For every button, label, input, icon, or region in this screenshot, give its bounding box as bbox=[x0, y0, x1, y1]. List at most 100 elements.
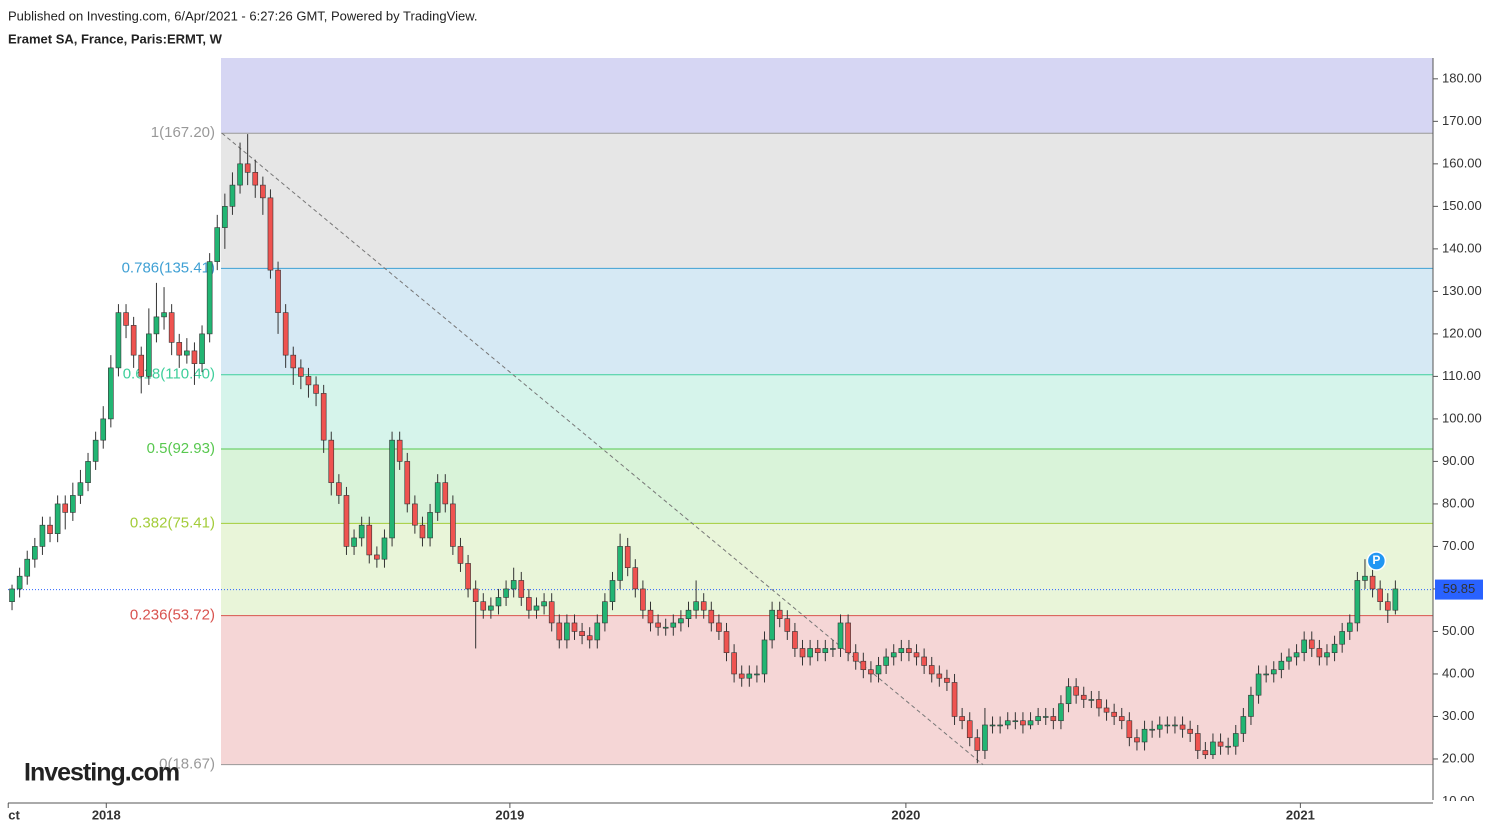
candle-body bbox=[39, 524, 46, 547]
candle-body bbox=[1126, 720, 1133, 739]
y-tick-label: 150.00 bbox=[1442, 198, 1482, 213]
y-tick-label: 120.00 bbox=[1442, 325, 1482, 340]
candle-body bbox=[115, 312, 122, 369]
candle-body bbox=[214, 227, 221, 262]
candle-body bbox=[518, 580, 525, 598]
candle-body bbox=[1118, 716, 1125, 722]
candle-body bbox=[1339, 631, 1345, 645]
candle-body bbox=[396, 439, 403, 462]
candle-body bbox=[586, 635, 593, 641]
candle-body bbox=[1308, 639, 1315, 649]
candle-body bbox=[1012, 720, 1019, 723]
fib-label: 0.786(135.41) bbox=[122, 259, 215, 276]
candle-body bbox=[191, 350, 198, 364]
fib-trend-line bbox=[221, 132, 984, 766]
candle-body bbox=[1354, 580, 1361, 624]
y-tick-label: 80.00 bbox=[1442, 495, 1475, 510]
candle-body bbox=[47, 524, 53, 534]
candle-body bbox=[921, 656, 927, 666]
candle-body bbox=[609, 580, 616, 602]
fib-band bbox=[221, 374, 1433, 449]
candle-body bbox=[244, 163, 251, 173]
candle-body bbox=[1096, 699, 1102, 709]
candle-body bbox=[928, 665, 935, 675]
candle-body bbox=[1369, 575, 1376, 590]
candle-body bbox=[761, 639, 768, 675]
candle-body bbox=[716, 622, 722, 632]
candle-body bbox=[24, 558, 31, 577]
candle-body bbox=[890, 652, 897, 658]
candle-body bbox=[1020, 720, 1026, 726]
candle-body bbox=[602, 601, 608, 624]
x-tick-label: ct bbox=[8, 807, 20, 822]
candle-body bbox=[685, 609, 692, 619]
candle-body bbox=[290, 354, 297, 369]
candle-body bbox=[678, 618, 684, 624]
candle-body bbox=[868, 669, 874, 675]
candle-body bbox=[1362, 575, 1368, 581]
candle-body bbox=[746, 673, 753, 679]
fib-label: 0.5(92.93) bbox=[147, 440, 215, 457]
fib-label: 0(18.67) bbox=[159, 756, 215, 773]
candle-body bbox=[830, 648, 836, 650]
candle-body bbox=[427, 512, 433, 539]
candle-body bbox=[442, 482, 449, 505]
candle-body bbox=[571, 622, 578, 632]
candle-body bbox=[62, 503, 69, 513]
y-tick-label: 40.00 bbox=[1442, 665, 1475, 680]
candle-body bbox=[776, 609, 783, 619]
candle-body bbox=[541, 601, 547, 607]
candle-body bbox=[237, 163, 243, 186]
last-price-label: 59.85 bbox=[1443, 581, 1476, 596]
candle-body bbox=[792, 631, 798, 649]
y-tick-label: 160.00 bbox=[1442, 155, 1482, 170]
candle-body bbox=[1225, 745, 1231, 748]
candle-body bbox=[754, 673, 760, 676]
candle-body bbox=[693, 601, 699, 611]
candle-body bbox=[450, 503, 456, 547]
candle-body bbox=[92, 439, 99, 462]
candle-body bbox=[374, 554, 380, 560]
candle-body bbox=[495, 597, 502, 607]
candle-body bbox=[32, 546, 38, 560]
candle-body bbox=[108, 367, 114, 420]
candle-body bbox=[731, 652, 737, 675]
x-axis-bg bbox=[0, 801, 1498, 831]
y-tick-label: 170.00 bbox=[1442, 113, 1482, 128]
y-tick-label: 100.00 bbox=[1442, 410, 1482, 425]
candle-body bbox=[1278, 660, 1285, 671]
fib-band bbox=[221, 523, 1433, 616]
candle-body bbox=[85, 461, 91, 483]
y-axis-bg bbox=[1433, 58, 1498, 800]
candle-body bbox=[54, 503, 61, 534]
candle-body bbox=[1027, 720, 1034, 726]
candle-body bbox=[640, 588, 646, 611]
candle-body bbox=[1263, 673, 1269, 676]
candle-body bbox=[503, 588, 509, 598]
candle-body bbox=[1058, 703, 1064, 722]
y-tick-label: 20.00 bbox=[1442, 750, 1475, 765]
candle-body bbox=[564, 622, 570, 641]
candle-body bbox=[617, 546, 623, 581]
candle-body bbox=[913, 652, 920, 658]
candle-body bbox=[1324, 652, 1330, 658]
candle-body bbox=[343, 495, 350, 547]
candle-body bbox=[1255, 673, 1262, 696]
candle-body bbox=[875, 665, 882, 675]
badge-label: P bbox=[1372, 553, 1380, 567]
candle-body bbox=[298, 367, 304, 377]
candle-body bbox=[1042, 716, 1049, 718]
candle-body bbox=[533, 605, 540, 611]
candle-body bbox=[358, 524, 365, 539]
candle-body bbox=[769, 609, 775, 641]
candle-body bbox=[123, 312, 129, 326]
candle-body bbox=[837, 622, 844, 649]
candle-body bbox=[1316, 648, 1323, 658]
last-price-box bbox=[1435, 579, 1483, 600]
candle-body bbox=[1187, 728, 1193, 734]
candle-body bbox=[799, 648, 806, 658]
candle-body bbox=[594, 622, 601, 641]
candle-body bbox=[700, 601, 707, 611]
candle-body bbox=[16, 575, 23, 590]
